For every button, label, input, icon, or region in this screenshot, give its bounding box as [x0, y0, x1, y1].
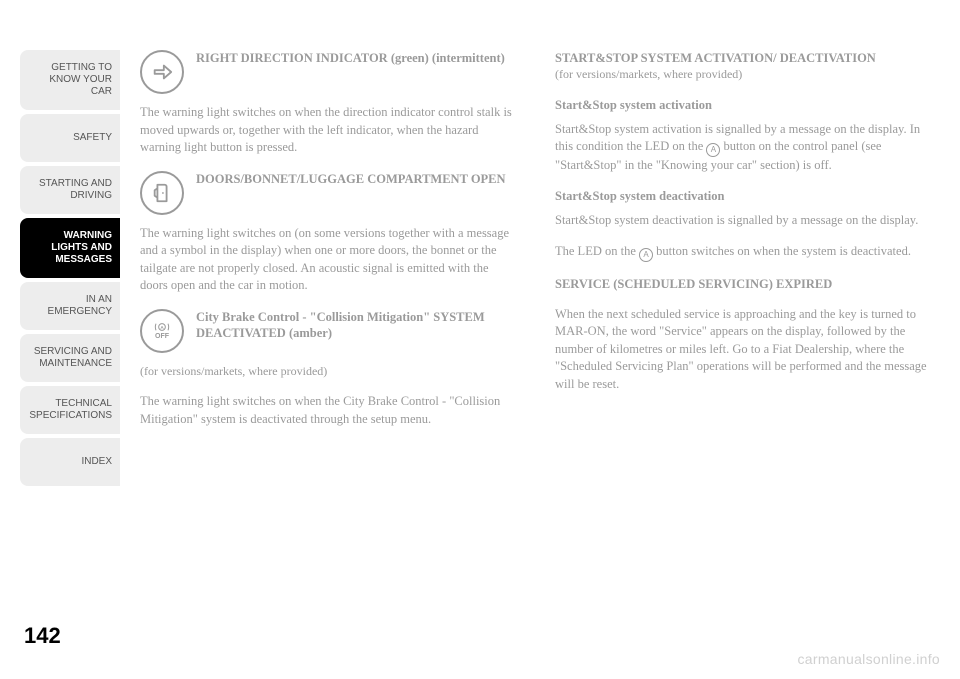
start-stop-button-icon: A [706, 143, 720, 157]
sidebar-tab-index[interactable]: INDEX [20, 438, 120, 486]
heading-right-indicator: RIGHT DIRECTION INDICATOR (green) (inter… [196, 50, 505, 66]
body-city-brake: The warning light switches on when the C… [140, 393, 515, 428]
heading-service-expired: SERVICE (SCHEDULED SERVICING) EXPIRED [555, 276, 930, 292]
section-start-stop: START&STOP SYSTEM ACTIVATION/ DEACTIVATI… [555, 50, 930, 83]
sidebar-tab-emergency[interactable]: IN AN EMERGENCY [20, 282, 120, 330]
page: GETTING TO KNOW YOUR CAR SAFETY STARTING… [0, 0, 960, 679]
start-stop-button-icon: A [639, 248, 653, 262]
sidebar-tab-getting-to-know[interactable]: GETTING TO KNOW YOUR CAR [20, 50, 120, 110]
heading-doors-open: DOORS/BONNET/LUGGAGE COMPARTMENT OPEN [196, 171, 506, 187]
heading-city-brake: City Brake Control - "Collision Mitigati… [196, 309, 515, 342]
body-doors-open: The warning light switches on (on some v… [140, 225, 515, 295]
body-ss-deactivation-1: Start&Stop system deactivation is signal… [555, 212, 930, 230]
body-service-expired: When the next scheduled service is appro… [555, 306, 930, 394]
section-right-indicator: RIGHT DIRECTION INDICATOR (green) (inter… [140, 50, 515, 94]
city-brake-off-icon: A OFF [140, 309, 184, 353]
column-right: START&STOP SYSTEM ACTIVATION/ DEACTIVATI… [555, 50, 930, 649]
section-city-brake: A OFF City Brake Control - "Collision Mi… [140, 309, 515, 353]
sidebar-tab-servicing[interactable]: SERVICING AND MAINTENANCE [20, 334, 120, 382]
watermark: carmanualsonline.info [798, 651, 941, 667]
right-arrow-icon [140, 50, 184, 94]
door-open-icon [140, 171, 184, 215]
sidebar-tab-technical[interactable]: TECHNICAL SPECIFICATIONS [20, 386, 120, 434]
body-ss-deactivation-2: The LED on the A button switches on when… [555, 243, 930, 262]
content: RIGHT DIRECTION INDICATOR (green) (inter… [140, 50, 930, 649]
sidebar: GETTING TO KNOW YOUR CAR SAFETY STARTING… [20, 50, 120, 649]
page-number: 142 [20, 623, 120, 649]
subhead-ss-activation: Start&Stop system activation [555, 97, 930, 115]
sidebar-tab-warning-lights[interactable]: WARNING LIGHTS AND MESSAGES [20, 218, 120, 278]
sidebar-tab-starting-driving[interactable]: STARTING AND DRIVING [20, 166, 120, 214]
heading-start-stop: START&STOP SYSTEM ACTIVATION/ DEACTIVATI… [555, 50, 930, 66]
sidebar-tab-safety[interactable]: SAFETY [20, 114, 120, 162]
column-left: RIGHT DIRECTION INDICATOR (green) (inter… [140, 50, 515, 649]
note-start-stop: (for versions/markets, where provided) [555, 66, 930, 83]
svg-text:A: A [160, 325, 164, 330]
note-city-brake: (for versions/markets, where provided) [140, 363, 515, 380]
body-right-indicator: The warning light switches on when the d… [140, 104, 515, 157]
section-doors-open: DOORS/BONNET/LUGGAGE COMPARTMENT OPEN [140, 171, 515, 215]
subhead-ss-deactivation: Start&Stop system deactivation [555, 188, 930, 206]
body-ss-activation: Start&Stop system activation is signalle… [555, 121, 930, 175]
